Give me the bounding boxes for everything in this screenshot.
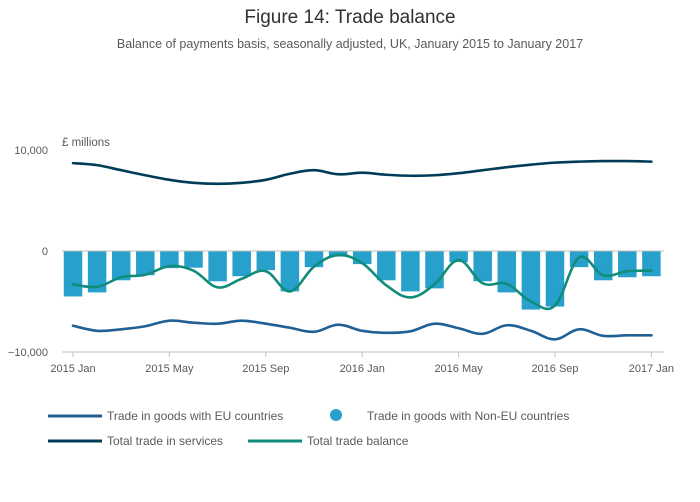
legend-item: Total trade balance <box>248 434 409 448</box>
legend-label: Trade in goods with Non-EU countries <box>367 409 569 423</box>
total-balance-line <box>71 253 653 311</box>
x-tick-label: 2015 Jan <box>50 363 95 375</box>
chart-subtitle: Balance of payments basis, seasonally ad… <box>116 37 584 51</box>
bar-non-eu <box>87 251 107 293</box>
legend-item: Trade in goods with Non-EU countries <box>330 409 569 423</box>
bar-non-eu <box>136 251 155 276</box>
x-tick-label: 2016 May <box>434 363 483 375</box>
legend-item: Total trade in services <box>48 434 223 448</box>
bar-non-eu <box>63 251 83 297</box>
legend-label: Total trade in services <box>107 434 223 448</box>
x-tick-label: 2016 Sep <box>531 363 578 375</box>
bar-non-eu <box>304 251 324 268</box>
x-tick-label: 2016 Jan <box>340 363 385 375</box>
bar-non-eu <box>111 251 131 281</box>
x-tick-label: 2017 Jan <box>629 363 674 375</box>
y-unit-label: £ millions <box>62 137 110 149</box>
y-tick-label: 0 <box>42 246 48 258</box>
bar-non-eu <box>377 251 396 281</box>
non-eu-bars <box>63 251 661 310</box>
bar-non-eu <box>642 251 661 277</box>
bar-non-eu <box>545 251 565 307</box>
legend-label: Trade in goods with EU countries <box>107 409 283 423</box>
y-tick-label: −10,000 <box>8 347 48 359</box>
bar-non-eu <box>280 251 300 292</box>
x-tick-label: 2015 Sep <box>242 363 289 375</box>
bar-non-eu <box>473 251 492 282</box>
bar-non-eu <box>160 251 179 269</box>
bar-non-eu <box>256 251 276 271</box>
bar-non-eu <box>401 251 420 292</box>
legend-label: Total trade balance <box>307 434 409 448</box>
legend: Trade in goods with EU countries Trade in… <box>48 409 569 448</box>
bar-non-eu <box>521 251 541 310</box>
legend-dot-icon <box>330 409 342 421</box>
y-tick-label: 10,000 <box>14 145 48 157</box>
legend-item: Trade in goods with EU countries <box>48 409 283 423</box>
x-tick-label: 2015 May <box>145 363 194 375</box>
eu-goods-line <box>71 319 653 341</box>
bar-non-eu <box>184 251 203 268</box>
services-line <box>71 159 653 186</box>
bar-non-eu <box>232 251 251 277</box>
bar-non-eu <box>208 251 227 282</box>
bar-non-eu <box>449 251 468 263</box>
chart-title: Figure 14: Trade balance <box>244 7 456 28</box>
